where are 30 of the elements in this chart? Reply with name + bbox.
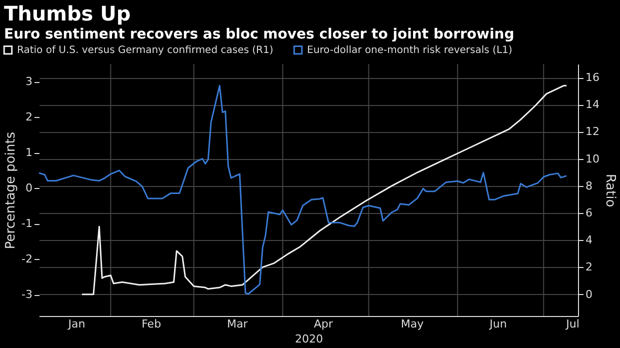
legend-label: Ratio of U.S. versus Germany confirmed cases (R1) [17,45,274,56]
chart-title: Thumbs Up [4,2,131,26]
y-axis-title: Percentage points [4,132,19,250]
y2-tick-label: 4 [586,234,592,247]
y-tick-label: 3 [26,75,32,88]
legend-label: Euro-dollar one-month risk reversals (L1) [307,45,512,56]
y2-tick-label: 0 [586,288,592,301]
x-tick-label: Feb [142,318,162,330]
y-tick-label: -2 [22,252,32,266]
y2-tick-label: 6 [586,206,592,220]
x-tick-label: Jun [488,318,507,330]
y-tick-label: 1 [26,146,32,160]
y-tick-label: 2 [26,110,32,124]
x-tick-label: Jan [67,318,86,330]
y-tick-label: -3 [22,288,32,302]
y2-tick-label: 2 [586,260,592,274]
y2-tick-label: 10 [586,152,600,166]
x-tick-label: May [400,318,424,330]
x-axis-title: 2020 [295,332,323,346]
x-tick-label: Mar [226,318,248,330]
y2-tick-label: 8 [586,179,592,192]
y2-axis-title: Ratio [602,174,618,208]
y2-tick-label: 16 [586,71,600,84]
x-tick-label: Jul [565,318,580,330]
y2-tick-label: 14 [586,98,600,112]
y2-tick-label: 12 [586,125,600,138]
x-tick-label: Apr [314,318,334,330]
y-tick-label: -1 [22,217,32,230]
chart-subtitle: Euro sentiment recovers as bloc moves closer to joint borrowing [4,26,514,42]
y-tick-label: 0 [26,182,32,195]
